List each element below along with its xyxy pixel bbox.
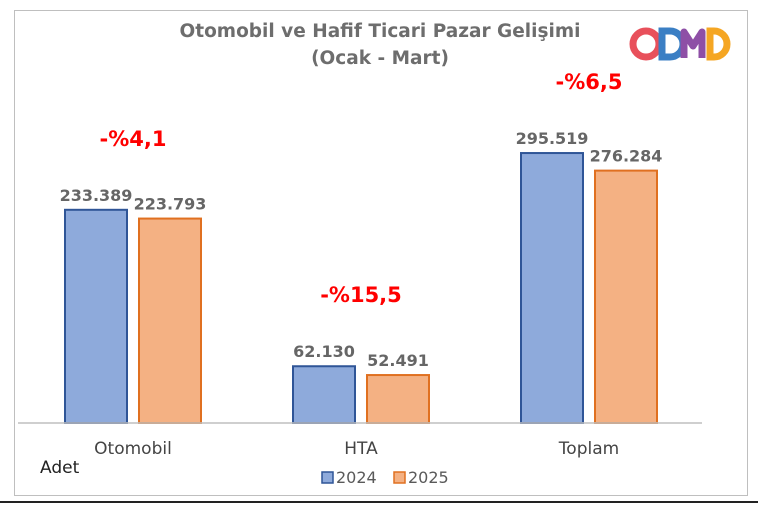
bar-otomobil-2025 xyxy=(138,217,202,424)
legend-label-2024: 2024 xyxy=(336,468,377,487)
chart-subtitle: (Ocak - Mart) xyxy=(311,48,449,69)
bar-toplam-2025 xyxy=(594,169,658,424)
data-label-hta-2025: 52.491 xyxy=(367,351,429,370)
bar-hta-2025 xyxy=(366,374,430,425)
category-label-hta: HTA xyxy=(344,439,378,459)
logo-m-mark xyxy=(680,28,706,58)
category-label-toplam: Toplam xyxy=(558,439,619,459)
unit-label: Adet xyxy=(40,458,80,478)
chart-title-block: Otomobil ve Hafif Ticari Pazar Gelişimi … xyxy=(110,18,650,72)
bottom-rule xyxy=(0,501,758,503)
logo-d2-mark xyxy=(706,27,731,61)
legend-swatch-2025 xyxy=(393,471,406,484)
data-label-toplam-2024: 295.519 xyxy=(516,129,589,148)
bar-otomobil-2024 xyxy=(64,208,128,424)
change-annotation-hta: -%15,5 xyxy=(320,283,402,307)
legend-swatch-2024 xyxy=(321,471,334,484)
chart-title: Otomobil ve Hafif Ticari Pazar Gelişimi xyxy=(179,21,581,42)
data-label-otomobil-2024: 233.389 xyxy=(60,186,133,205)
legend-label-2025: 2025 xyxy=(408,468,449,487)
data-label-otomobil-2025: 223.793 xyxy=(134,195,207,214)
data-label-hta-2024: 62.130 xyxy=(293,342,355,361)
data-label-toplam-2025: 276.284 xyxy=(590,147,663,166)
bar-hta-2024 xyxy=(292,365,356,425)
odmd-logo xyxy=(629,27,731,61)
bar-toplam-2024 xyxy=(520,152,584,424)
category-label-otomobil: Otomobil xyxy=(94,439,172,459)
change-annotation-otomobil: -%4,1 xyxy=(100,127,167,151)
change-annotation-toplam: -%6,5 xyxy=(556,70,623,94)
